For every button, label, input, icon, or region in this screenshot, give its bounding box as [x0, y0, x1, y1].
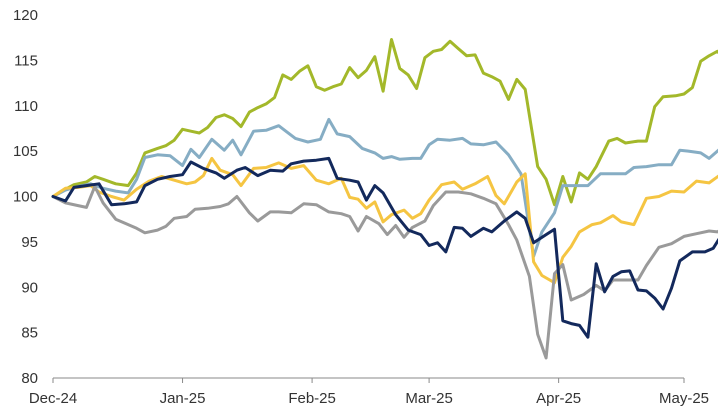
- x-tick-label: Feb-25: [288, 390, 336, 407]
- y-axis: 80 85 90 95 100 105 110 115 120: [13, 7, 38, 387]
- series-line-3: [51, 156, 718, 285]
- y-tick-label: 115: [14, 52, 38, 69]
- x-tick-label: Jan-25: [160, 390, 206, 407]
- x-tick-label: May-25: [659, 390, 709, 407]
- series-line-4: [51, 185, 718, 360]
- x-axis: Dec-24 Jan-25 Feb-25 Mar-25 Apr-25 May-25: [29, 377, 709, 407]
- y-tick-label: 80: [21, 370, 38, 387]
- x-tick-label: Apr-25: [536, 390, 581, 407]
- x-tick-label: Dec-24: [29, 390, 77, 407]
- y-tick-label: 95: [21, 234, 38, 251]
- series-line-1: [51, 38, 718, 207]
- y-tick-label: 105: [13, 143, 38, 160]
- plot-area: [51, 38, 718, 360]
- y-tick-label: 85: [21, 325, 38, 342]
- y-tick-label: 90: [21, 279, 38, 296]
- y-tick-label: 110: [14, 98, 38, 115]
- series-line-5: [51, 156, 718, 339]
- series-line-2: [51, 117, 718, 258]
- y-tick-label: 100: [13, 189, 38, 206]
- y-tick-label: 120: [13, 7, 38, 24]
- x-tick-label: Mar-25: [405, 390, 453, 407]
